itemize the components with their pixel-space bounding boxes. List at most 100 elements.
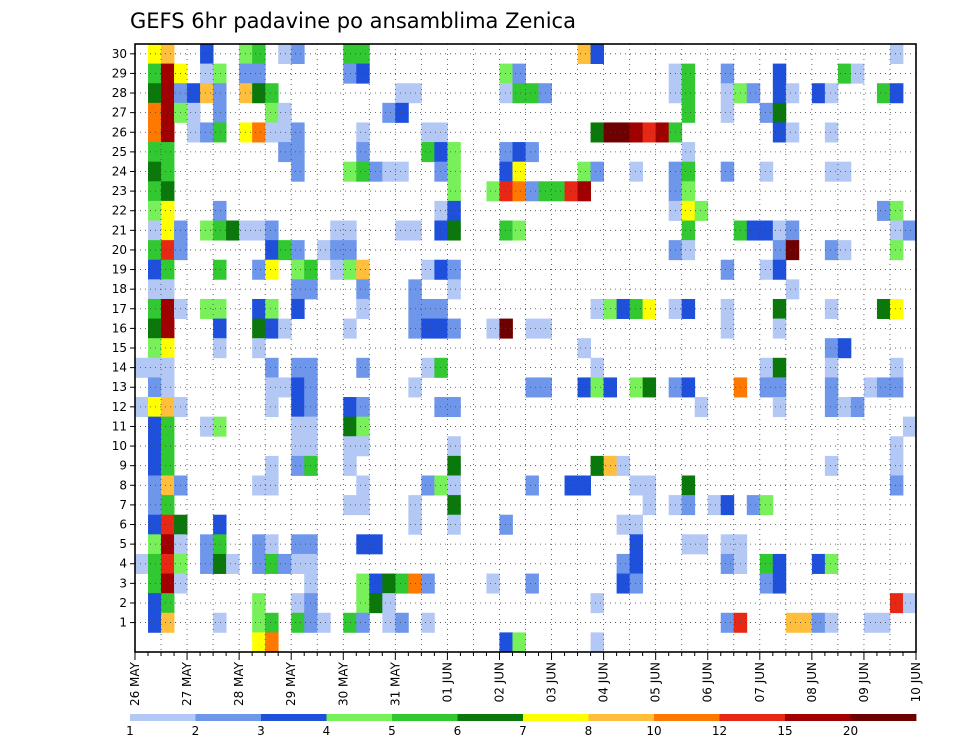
heatmap-cell	[161, 161, 175, 182]
heatmap-cell	[447, 514, 461, 535]
legend-level-label: 6	[454, 724, 462, 738]
heatmap-cell	[447, 161, 461, 182]
heatmap-cell	[772, 298, 787, 319]
heatmap-cell	[291, 279, 305, 300]
heatmap-cell	[291, 240, 305, 261]
heatmap-cell	[824, 338, 839, 359]
heatmap-cell	[681, 534, 696, 555]
heatmap-cell	[720, 534, 735, 555]
heatmap-cell	[252, 44, 266, 65]
heatmap-cell	[161, 181, 175, 202]
heatmap-cell	[252, 632, 266, 653]
heatmap-cell	[512, 63, 526, 84]
heatmap-cell	[590, 632, 604, 653]
heatmap-cell	[356, 397, 370, 418]
heatmap-cell	[434, 397, 448, 418]
heatmap-cell	[200, 63, 214, 84]
heatmap-cell	[252, 553, 266, 574]
heatmap-cell	[148, 200, 162, 221]
heatmap-cell	[824, 83, 839, 104]
heatmap-cell	[889, 475, 904, 496]
heatmap-cell	[759, 102, 774, 123]
y-tick-label: 18	[112, 282, 127, 296]
legend-swatch	[392, 714, 458, 721]
heatmap-cell	[902, 593, 917, 614]
heatmap-cell	[356, 573, 370, 594]
heatmap-cell	[343, 318, 357, 339]
heatmap-cell	[824, 161, 839, 182]
heatmap-cell	[824, 553, 839, 574]
heatmap-cell	[343, 63, 357, 84]
heatmap-cell	[837, 397, 852, 418]
heatmap-cell	[629, 122, 644, 143]
heatmap-cell	[252, 122, 266, 143]
heatmap-cell	[434, 220, 448, 241]
heatmap-cell	[291, 298, 305, 319]
heatmap-cell	[681, 298, 696, 319]
legend-level-label: 8	[585, 724, 593, 738]
heatmap-cell	[785, 240, 800, 261]
y-tick-label: 8	[119, 478, 127, 492]
heatmap-cell	[252, 259, 266, 280]
x-tick-label: 29 MAY	[284, 661, 298, 706]
heatmap-cell	[343, 416, 357, 437]
heatmap-cell	[616, 514, 631, 535]
heatmap-cell	[148, 279, 162, 300]
heatmap-cell	[759, 495, 774, 516]
legend-level-label: 2	[192, 724, 200, 738]
heatmap-cell	[512, 632, 526, 653]
heatmap-cell	[447, 279, 461, 300]
heatmap-cell	[447, 397, 461, 418]
heatmap-cell	[148, 436, 162, 457]
y-tick-label: 20	[112, 243, 127, 257]
heatmap-cell	[590, 44, 604, 65]
heatmap-cell	[811, 612, 826, 633]
heatmap-cell	[213, 318, 227, 339]
legend-level-label: 15	[777, 724, 792, 738]
heatmap-cell	[356, 122, 370, 143]
heatmap-cell	[252, 83, 266, 104]
legend-swatch	[523, 714, 589, 721]
heatmap-cell	[421, 318, 435, 339]
heatmap-cell	[213, 259, 227, 280]
heatmap-cell	[772, 63, 787, 84]
heatmap-cell	[291, 142, 305, 163]
heatmap-cell	[252, 338, 266, 359]
heatmap-cell	[200, 122, 214, 143]
heatmap-cell	[629, 553, 644, 574]
heatmap-cell	[343, 220, 357, 241]
heatmap-cell	[278, 102, 292, 123]
heatmap-cell	[759, 161, 774, 182]
heatmap-cell	[356, 534, 370, 555]
heatmap-cell	[265, 475, 279, 496]
heatmap-cell	[148, 338, 162, 359]
heatmap-cell	[291, 44, 305, 65]
heatmap-cell	[317, 612, 331, 633]
heatmap-cell	[148, 553, 162, 574]
heatmap-cell	[278, 553, 292, 574]
heatmap-cell	[265, 122, 279, 143]
heatmap-cell	[148, 63, 162, 84]
y-tick-label: 29	[112, 66, 127, 80]
heatmap-cell	[720, 553, 735, 574]
heatmap-cell	[720, 318, 735, 339]
heatmap-cell	[577, 377, 591, 398]
heatmap-cell	[278, 44, 292, 65]
heatmap-cell	[499, 63, 513, 84]
y-tick-label: 3	[119, 576, 127, 590]
y-tick-label: 30	[112, 47, 127, 61]
heatmap-cell	[356, 63, 370, 84]
y-tick-label: 7	[119, 498, 127, 512]
legend-swatch	[719, 714, 786, 721]
y-tick-label: 23	[112, 184, 127, 198]
heatmap-cell	[265, 632, 279, 653]
heatmap-cell	[720, 495, 735, 516]
heatmap-cell	[213, 298, 227, 319]
heatmap-cell	[902, 416, 917, 437]
heatmap-cell	[278, 318, 292, 339]
heatmap-cell	[265, 259, 279, 280]
heatmap-cell	[395, 612, 409, 633]
y-tick-label: 5	[119, 537, 127, 551]
heatmap-cell	[148, 455, 162, 476]
heatmap-cell	[824, 397, 839, 418]
